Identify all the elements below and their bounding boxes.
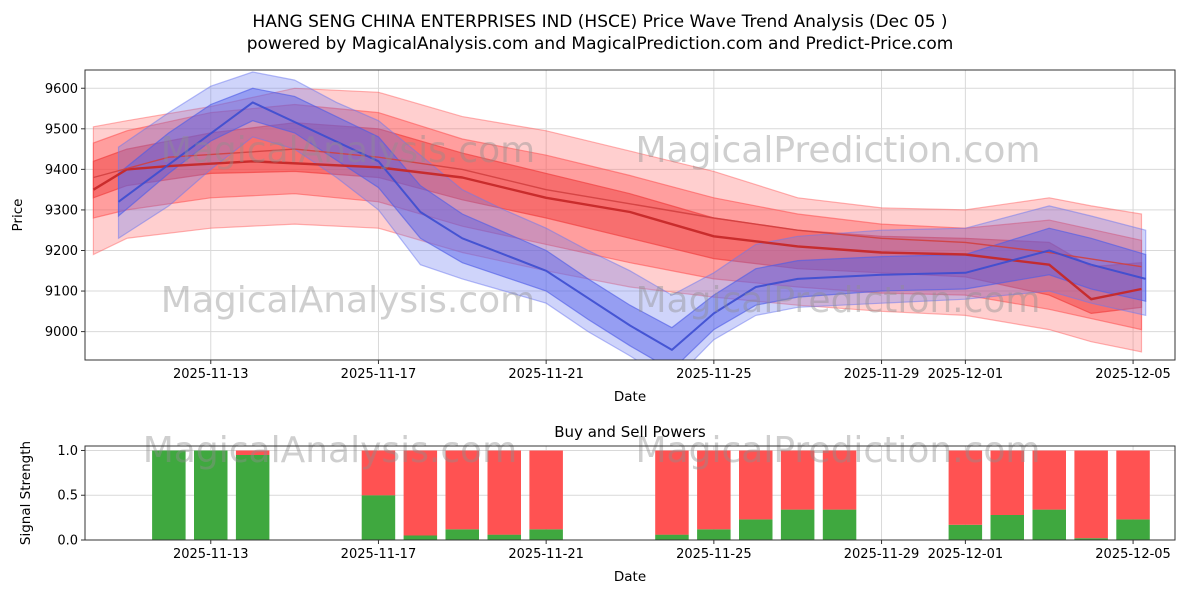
buy-power-bar: [822, 509, 857, 540]
power-plot-border: [84, 445, 1176, 541]
sell-power-bar: [1116, 450, 1150, 520]
buy-power-bar: [194, 450, 228, 540]
x-tick-label: 2025-11-25: [676, 367, 752, 382]
watermark-analysis: MagicalAnalysis.com: [161, 280, 535, 321]
x-tick-label: 2025-11-21: [508, 367, 584, 382]
x-tick-label: 2025-11-21: [508, 547, 584, 562]
buy-power-bar: [780, 509, 815, 540]
x-tick-label: 2025-11-13: [173, 367, 249, 382]
watermark-analysis: MagicalAnalysis.com: [143, 430, 517, 471]
red-forecast-band-inner: [92, 122, 1143, 315]
sell-power-bar: [487, 450, 521, 535]
buy-power-bar: [1074, 538, 1108, 540]
buy-power-bar: [1032, 509, 1066, 540]
x-tick-label: 2025-11-25: [676, 547, 752, 562]
figure-title-line2: powered by MagicalAnalysis.com and Magic…: [247, 34, 954, 54]
power-watermarks: MagicalAnalysis.com MagicalPrediction.co…: [143, 430, 1041, 471]
buy-power-bar: [445, 529, 479, 540]
power-chart-title: Buy and Sell Powers: [554, 423, 706, 441]
buy-power-bar: [361, 495, 396, 540]
buy-power-bar: [152, 450, 186, 540]
price-plot-border: [84, 69, 1176, 361]
x-tick-label: 2025-12-01: [928, 367, 1004, 382]
buy-power-bar: [697, 529, 731, 540]
buy-power-bar: [739, 519, 773, 540]
buy-power-bar: [403, 535, 438, 540]
sell-power-bar: [361, 450, 396, 496]
watermark-prediction: MagicalPrediction.com: [636, 280, 1041, 321]
price-chart: MagicalAnalysis.com MagicalPrediction.co…: [10, 69, 1176, 405]
sell-power-bar: [822, 450, 857, 510]
blue-wave-band-outer: [117, 71, 1147, 360]
power-bars: [152, 450, 1150, 540]
sell-power-bar: [235, 450, 270, 455]
power-axis-ticks: 2025-11-13 2025-11-17 2025-11-21 2025-11-25…: [57, 444, 1171, 562]
red-trend-line: [92, 160, 1142, 301]
x-tick-label: 2025-11-13: [173, 547, 249, 562]
y-tick-label: 9400: [45, 163, 78, 178]
watermark-prediction: MagicalPrediction.com: [636, 130, 1041, 171]
y-tick-label: 9100: [45, 285, 78, 300]
buy-power-bar: [235, 455, 270, 540]
sell-power-bar: [990, 450, 1024, 515]
watermark-analysis: MagicalAnalysis.com: [161, 130, 535, 171]
buy-sell-powers-chart: MagicalAnalysis.com MagicalPrediction.co…: [18, 423, 1176, 585]
buy-power-bar: [990, 514, 1024, 540]
buy-power-bar: [655, 534, 689, 540]
price-watermarks: MagicalAnalysis.com MagicalPrediction.co…: [161, 130, 1041, 321]
price-axis-ticks: 2025-11-13 2025-11-17 2025-11-21 2025-11-25…: [45, 82, 1171, 382]
sell-power-bar: [697, 450, 731, 530]
x-tick-label: 2025-12-05: [1095, 547, 1171, 562]
power-yaxis-label: Signal Strength: [18, 441, 34, 545]
red-trend-line-secondary: [93, 148, 1142, 268]
sell-power-bar: [948, 450, 983, 525]
sell-power-bar: [403, 450, 438, 536]
y-tick-label: 0.0: [57, 534, 78, 549]
sell-power-bar: [780, 450, 815, 510]
y-tick-label: 9500: [45, 122, 78, 137]
blue-wave-line: [117, 101, 1146, 351]
sell-power-bar: [655, 450, 689, 535]
sell-power-bar: [1032, 450, 1066, 510]
x-tick-label: 2025-11-29: [844, 367, 920, 382]
y-tick-label: 9200: [45, 244, 78, 259]
y-tick-label: 0.5: [57, 489, 78, 504]
price-trend-lines: [92, 101, 1146, 351]
x-tick-label: 2025-11-17: [341, 367, 417, 382]
y-tick-label: 1.0: [57, 444, 78, 459]
price-yaxis-label: Price: [10, 199, 26, 232]
y-tick-label: 9300: [45, 203, 78, 218]
buy-power-bar: [529, 529, 563, 540]
y-tick-label: 9000: [45, 325, 78, 340]
figure-title-line1: HANG SENG CHINA ENTERPRISES IND (HSCE) P…: [252, 12, 947, 32]
watermark-prediction: MagicalPrediction.com: [636, 430, 1041, 471]
buy-power-bar: [948, 524, 983, 540]
sell-power-bar: [529, 450, 563, 530]
buy-power-bar: [487, 534, 521, 540]
x-tick-label: 2025-11-29: [844, 547, 920, 562]
sell-power-bar: [1074, 450, 1108, 539]
power-xaxis-label: Date: [614, 569, 646, 585]
sell-power-bar: [445, 450, 479, 530]
x-tick-label: 2025-12-01: [928, 547, 1004, 562]
buy-power-bar: [1116, 519, 1150, 540]
y-tick-label: 9600: [45, 82, 78, 97]
x-tick-label: 2025-12-05: [1095, 367, 1171, 382]
x-tick-label: 2025-11-17: [341, 547, 417, 562]
price-xaxis-label: Date: [614, 389, 646, 405]
sell-power-bar: [739, 450, 773, 520]
